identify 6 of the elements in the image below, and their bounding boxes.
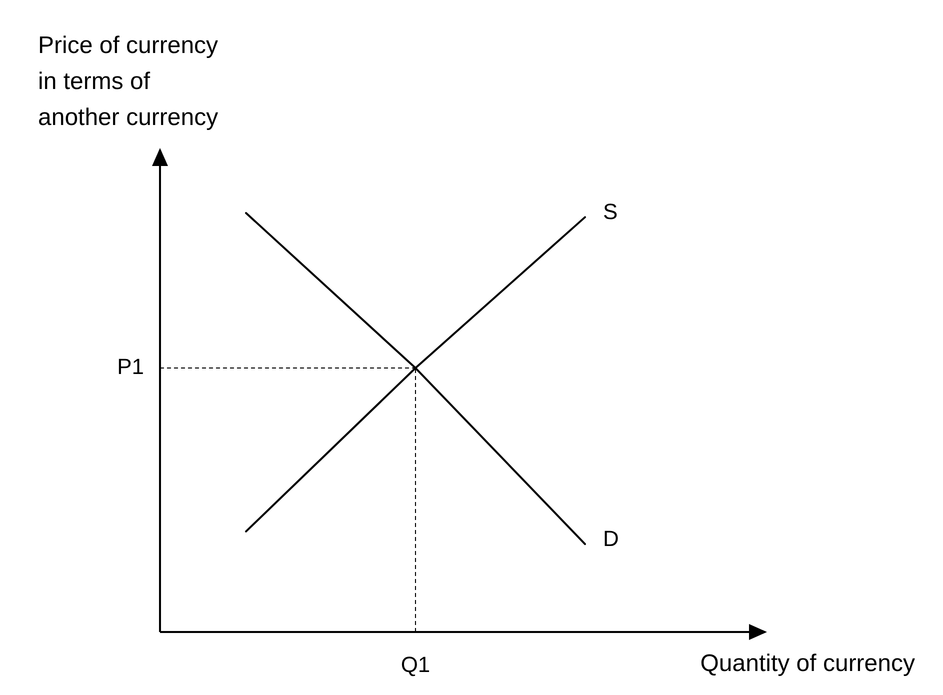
series-label: D — [603, 526, 619, 552]
y-axis-title: Price of currency in terms of another currency — [38, 32, 218, 131]
ref-line-label: P1 — [117, 354, 144, 379]
series-label: S — [603, 199, 618, 224]
x-axis-title: Quantity of currency — [700, 650, 915, 677]
text: Q1 — [400, 652, 430, 677]
